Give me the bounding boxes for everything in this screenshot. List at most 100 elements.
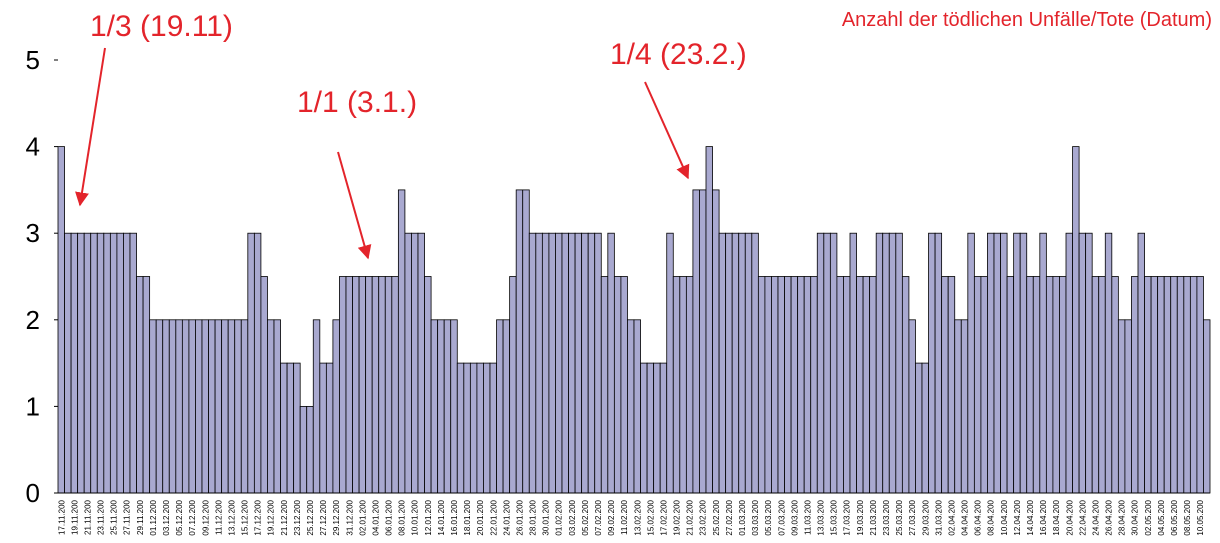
bar — [1085, 232, 1093, 494]
x-tick-label: 01.02.200 — [555, 499, 564, 535]
bar — [568, 232, 576, 494]
bar — [142, 276, 151, 494]
bar — [849, 232, 857, 494]
bar — [790, 276, 799, 494]
x-tick-label: 19.11.200 — [70, 499, 79, 535]
y-tick-label: 2 — [26, 305, 40, 335]
bar — [541, 232, 550, 494]
y-tick-label: 5 — [26, 45, 40, 75]
bar — [954, 319, 962, 494]
x-tick-label: 10.01.200 — [411, 499, 420, 535]
bar — [64, 232, 72, 494]
x-tick-label: 23.11.200 — [97, 499, 106, 535]
bar — [843, 276, 851, 494]
bar — [888, 232, 897, 494]
bar — [175, 319, 183, 494]
x-tick-label: 10.05.200 — [1196, 499, 1205, 535]
x-tick-label: 28.04.200 — [1118, 499, 1127, 535]
bar — [1144, 276, 1152, 494]
x-tick-label: 05.02.200 — [581, 499, 590, 535]
bar — [371, 276, 380, 494]
bar — [1189, 276, 1198, 494]
x-tick-label: 09.03.200 — [790, 499, 799, 535]
x-tick-label: 01.12.200 — [149, 499, 158, 535]
x-tick-label: 02.01.200 — [358, 499, 367, 535]
bar — [1117, 319, 1126, 494]
bar — [345, 276, 353, 494]
x-tick-label: 05.03.200 — [764, 499, 773, 535]
bar — [188, 319, 196, 494]
bar — [168, 319, 177, 494]
bar — [1019, 232, 1028, 494]
bar — [1150, 276, 1159, 494]
x-tick-label: 01.03.200 — [738, 499, 747, 535]
x-tick-label: 17.11.200 — [57, 499, 66, 535]
x-tick-label: 04.05.200 — [1157, 499, 1166, 535]
bar — [535, 232, 543, 494]
x-tick-label: 31.03.200 — [934, 499, 943, 535]
x-tick-label: 04.01.200 — [371, 499, 380, 535]
bar — [90, 232, 98, 494]
bar — [646, 362, 655, 494]
bar — [489, 362, 497, 494]
bar — [771, 276, 779, 494]
bar — [967, 232, 975, 494]
x-tick-label: 23.03.200 — [882, 499, 891, 535]
bar — [875, 232, 884, 494]
bar — [725, 232, 733, 494]
bar — [280, 362, 288, 494]
bar — [155, 319, 164, 494]
bar — [901, 276, 910, 494]
bar — [1183, 276, 1191, 494]
bar — [214, 319, 223, 494]
bar — [267, 319, 275, 494]
bar — [653, 362, 661, 494]
bar — [712, 189, 720, 494]
bar — [738, 232, 746, 494]
bar — [803, 276, 812, 494]
bar — [365, 276, 373, 494]
bar — [699, 189, 707, 494]
bar — [77, 232, 85, 494]
bar — [332, 319, 340, 494]
bar — [947, 276, 956, 494]
x-tick-label: 15.03.200 — [830, 499, 839, 535]
bar — [162, 319, 170, 494]
x-tick-label: 06.05.200 — [1170, 499, 1179, 535]
x-tick-label: 23.02.200 — [699, 499, 708, 535]
x-tick-label: 28.01.200 — [529, 499, 538, 535]
bar — [692, 189, 700, 494]
bar — [797, 276, 805, 494]
bar — [934, 232, 943, 494]
bar — [640, 362, 648, 494]
annotation: 1/3 (19.11) — [90, 10, 233, 43]
x-tick-label: 13.02.200 — [633, 499, 642, 535]
bar — [1026, 276, 1034, 494]
bar — [123, 232, 131, 494]
bar — [908, 319, 916, 494]
bar — [980, 276, 988, 494]
bar — [1072, 146, 1080, 494]
x-tick-label: 15.02.200 — [646, 499, 655, 535]
bar — [136, 276, 144, 494]
bar — [1196, 276, 1204, 494]
bar — [921, 362, 929, 494]
bar — [384, 276, 393, 494]
bar — [777, 276, 785, 494]
x-tick-label: 06.01.200 — [385, 499, 394, 535]
bar — [1045, 276, 1054, 494]
bar — [509, 276, 517, 494]
bar — [633, 319, 641, 494]
bar — [1000, 232, 1008, 494]
bar — [522, 189, 530, 494]
bar — [829, 232, 838, 494]
x-tick-label: 20.04.200 — [1065, 499, 1074, 535]
bar — [234, 319, 242, 494]
bar — [57, 146, 65, 494]
bar — [548, 232, 556, 494]
bar — [869, 276, 877, 494]
bar — [397, 189, 406, 494]
bar — [594, 232, 602, 494]
bar — [659, 362, 668, 494]
bar — [339, 276, 347, 494]
